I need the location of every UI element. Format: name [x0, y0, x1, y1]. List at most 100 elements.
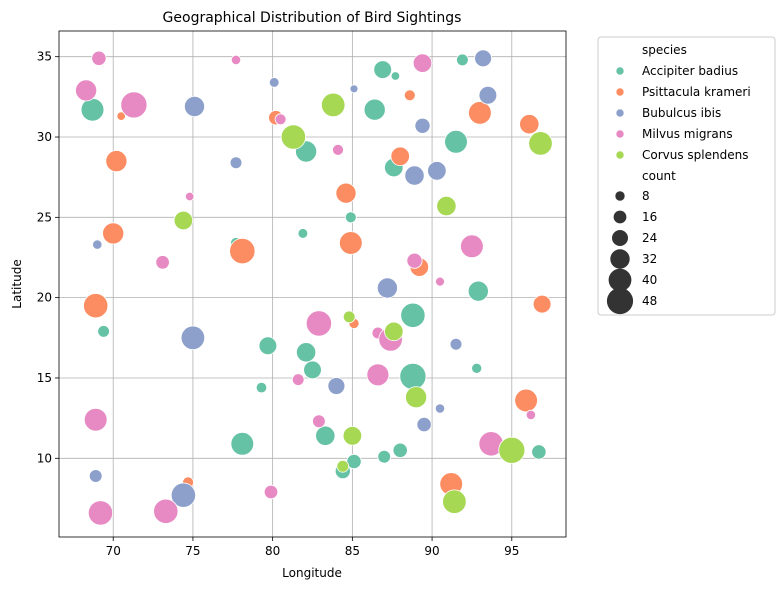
data-point [229, 238, 256, 265]
data-point [155, 255, 170, 270]
x-tick-label: 80 [265, 544, 280, 558]
data-point [305, 310, 332, 337]
legend-size-label: 48 [642, 294, 657, 308]
legend-marker [615, 87, 625, 97]
data-point [460, 234, 484, 259]
x-tick-label: 70 [106, 544, 121, 558]
data-point [390, 71, 401, 81]
chart-title: Geographical Distribution of Bird Sighti… [163, 10, 462, 26]
legend-size-label: 32 [642, 252, 657, 266]
data-point [377, 449, 392, 464]
data-point [170, 482, 196, 508]
data-point [87, 500, 114, 526]
data-point [474, 49, 493, 68]
data-point [405, 386, 428, 409]
legend-size-label: 24 [642, 231, 657, 245]
data-point [467, 280, 489, 302]
y-tick-label: 15 [37, 371, 52, 385]
data-point [342, 426, 363, 446]
data-point [435, 276, 445, 287]
data-point [363, 98, 386, 121]
legend: species Accipiter badius Psittacula krame… [597, 36, 776, 316]
data-point [321, 92, 346, 118]
data-point [258, 336, 278, 356]
data-point [449, 337, 463, 351]
data-point [183, 96, 205, 118]
legend-size-label: 16 [642, 210, 657, 224]
legend-hue-title: species [642, 43, 687, 57]
x-tick-label: 90 [424, 544, 439, 558]
data-point [427, 161, 447, 181]
x-axis-label: Longitude [282, 566, 342, 580]
data-point [91, 50, 107, 66]
legend-label: Corvus splendens [642, 148, 748, 162]
data-point [384, 321, 404, 342]
data-point [519, 114, 540, 135]
data-point [295, 342, 317, 363]
legend-marker [615, 129, 625, 139]
axis-ticks: 70 75 80 85 90 95 10 15 20 25 30 35 [37, 50, 520, 558]
data-point [180, 325, 206, 351]
legend-size-marker [612, 230, 628, 246]
legend-size-marker [610, 249, 630, 269]
data-point [173, 210, 194, 231]
x-tick-label: 95 [504, 544, 519, 558]
legend-label: Accipiter badius [642, 64, 738, 78]
data-point [312, 414, 326, 429]
y-tick-label: 10 [37, 451, 52, 465]
data-point [442, 489, 467, 514]
data-point [404, 165, 425, 186]
data-point [75, 79, 98, 102]
data-point [366, 363, 390, 387]
data-point [412, 53, 433, 73]
data-point [471, 362, 483, 374]
y-axis-label: Latitude [10, 259, 24, 308]
data-point [255, 381, 268, 394]
data-points [75, 49, 553, 526]
data-point [444, 130, 468, 154]
data-point [83, 293, 109, 319]
y-tick-label: 35 [37, 50, 52, 64]
data-point [338, 231, 363, 255]
data-point [414, 117, 431, 134]
data-point [332, 143, 344, 156]
data-point [327, 377, 346, 395]
data-point [280, 124, 306, 150]
legend-size-title: count [642, 169, 676, 183]
data-point [92, 239, 103, 250]
data-point [478, 86, 498, 105]
data-point [229, 156, 243, 170]
data-point [434, 403, 446, 414]
data-point [373, 60, 393, 79]
y-tick-label: 20 [37, 291, 52, 305]
data-point [336, 459, 350, 473]
data-point [532, 294, 552, 314]
data-point [80, 97, 105, 122]
y-tick-label: 25 [37, 210, 52, 224]
data-point [120, 91, 148, 119]
legend-marker [615, 66, 625, 76]
legend-size-marker [608, 268, 632, 292]
data-point [376, 277, 398, 299]
data-point [468, 101, 492, 125]
legend-marker [615, 108, 625, 118]
data-point [263, 484, 279, 500]
data-point [116, 111, 126, 121]
data-point [303, 360, 322, 380]
data-point [102, 222, 125, 245]
data-point [83, 407, 108, 432]
data-point [315, 425, 336, 446]
data-point [344, 211, 357, 224]
y-tick-label: 30 [37, 130, 52, 144]
legend-label: Psittacula krameri [642, 85, 751, 99]
data-point [403, 89, 416, 102]
x-tick-label: 85 [345, 544, 360, 558]
data-point [525, 409, 537, 420]
data-point [406, 252, 423, 269]
legend-size-label: 8 [642, 189, 650, 203]
legend-frame [597, 36, 776, 316]
legend-label: Milvus migrans [642, 127, 733, 141]
data-point [514, 388, 538, 413]
legend-marker [615, 150, 625, 160]
